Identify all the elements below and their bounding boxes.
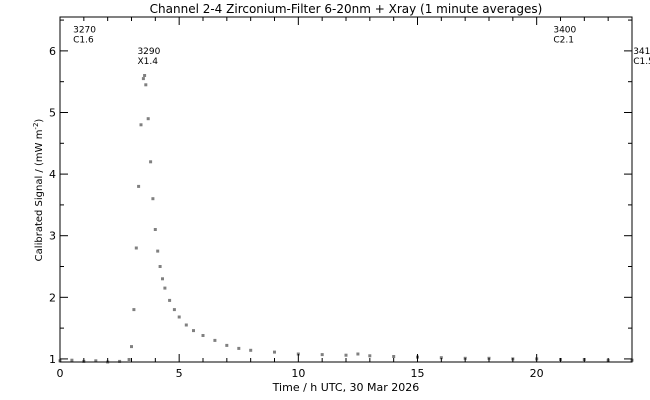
- flare-annotation-line: C1.6: [73, 35, 94, 45]
- data-point: [143, 74, 147, 77]
- data-point: [127, 358, 131, 361]
- data-point: [151, 197, 155, 201]
- flare-annotation-line: 341: [633, 47, 650, 57]
- flare-annotation: 3270 C1.6: [73, 25, 96, 45]
- x-axis-label: Time / h UTC, 30 Mar 2026: [272, 381, 420, 394]
- flare-annotation: 3290 X1.4: [137, 47, 160, 67]
- data-point: [153, 228, 157, 231]
- y-axis-label-close: ): [34, 119, 45, 123]
- flare-annotation-line: X1.4: [137, 57, 158, 67]
- y-tick-label: 6: [49, 45, 56, 58]
- x-tick-label: 10: [291, 367, 305, 380]
- data-point: [156, 249, 160, 253]
- data-point: [192, 329, 195, 333]
- y-tick-label: 1: [49, 353, 56, 366]
- x-tick-label: 0: [57, 367, 64, 380]
- flare-annotation-line: 3270: [73, 25, 96, 35]
- x-axis: 0 5 10 15 20: [57, 17, 633, 380]
- data-point: [161, 277, 164, 281]
- y-axis-label-exponent: -2: [32, 123, 40, 130]
- data-point: [249, 348, 253, 352]
- y-axis-label-main: Calibrated Signal / (mW m: [34, 130, 45, 262]
- data-point: [137, 184, 141, 188]
- y-tick-label: 3: [49, 230, 56, 243]
- data-point: [146, 117, 150, 121]
- data-point: [132, 308, 136, 312]
- data-point: [134, 246, 138, 250]
- data-point: [439, 356, 443, 360]
- y-tick-label: 2: [49, 291, 56, 304]
- flare-annotation-line: 3290: [137, 47, 160, 57]
- data-point: [70, 358, 74, 362]
- data-point: [320, 353, 324, 357]
- x-tick-label: 20: [530, 367, 544, 380]
- y-axis: 1 2 3 4 5 6: [49, 19, 632, 366]
- x-tick-label: 5: [176, 367, 183, 380]
- flare-annotation-line: C1.5: [633, 57, 650, 67]
- x-tick-label: 15: [411, 367, 425, 380]
- data-point: [141, 77, 145, 81]
- data-point: [225, 343, 229, 347]
- data-point: [118, 359, 122, 363]
- data-point: [356, 352, 360, 356]
- flare-annotation-line: C2.1: [553, 35, 574, 45]
- y-tick-label: 5: [49, 106, 56, 119]
- data-point: [344, 353, 348, 357]
- data-point: [144, 83, 148, 87]
- data-point: [139, 123, 143, 127]
- data-point: [201, 334, 205, 337]
- y-axis-label: Calibrated Signal / (mW m-2): [32, 119, 45, 262]
- data-point: [94, 359, 98, 363]
- chart-title: Channel 2-4 Zirconium-Filter 6-20nm + Xr…: [150, 2, 543, 16]
- data-point: [158, 265, 162, 268]
- data-point: [237, 346, 241, 350]
- data-point: [184, 323, 188, 327]
- data-point: [392, 355, 396, 358]
- flare-annotation: 3400 C2.1: [553, 25, 576, 45]
- data-point: [177, 315, 181, 319]
- plot-frame: [59, 16, 633, 363]
- data-point: [149, 160, 153, 164]
- data-point: [130, 345, 133, 349]
- data-point: [163, 286, 167, 290]
- data-point: [273, 350, 276, 354]
- data-point: [168, 298, 172, 302]
- y-tick-label: 4: [49, 168, 56, 181]
- data-point: [172, 308, 176, 312]
- data-point: [213, 338, 217, 342]
- data-point: [368, 354, 372, 358]
- data-series: [58, 74, 634, 364]
- flare-annotation-line: 3400: [553, 25, 576, 35]
